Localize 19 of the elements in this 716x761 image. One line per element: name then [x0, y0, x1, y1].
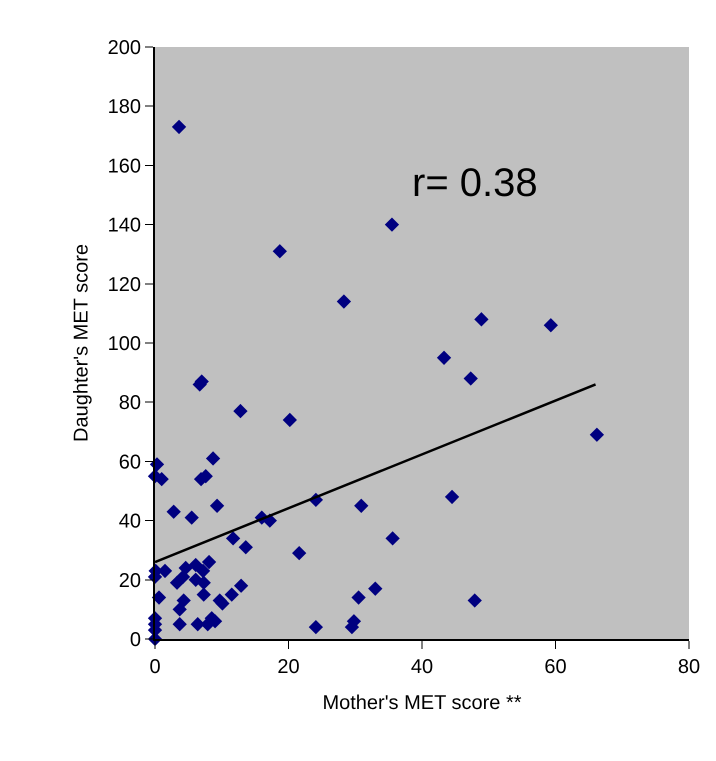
y-tick-label: 0 — [130, 629, 141, 651]
x-tick-label: 80 — [678, 656, 700, 678]
y-tick-label: 40 — [118, 510, 141, 533]
x-tick-label: 0 — [149, 656, 161, 678]
x-tick-label: 40 — [410, 656, 434, 678]
x-tick-label: 20 — [277, 656, 300, 678]
y-tick-label: 200 — [108, 37, 141, 59]
y-tick-label: 80 — [118, 392, 141, 414]
annotation: r= 0.38 — [412, 161, 538, 205]
y-tick-label: 60 — [118, 451, 141, 474]
x-tick-label: 60 — [544, 656, 567, 678]
y-tick-label: 100 — [108, 333, 141, 355]
y-tick-label: 180 — [108, 96, 141, 118]
x-axis-title: Mother's MET score ** — [322, 692, 522, 714]
y-tick-label: 20 — [118, 570, 141, 592]
y-tick-label: 140 — [108, 214, 141, 237]
y-tick-label: 120 — [108, 274, 141, 296]
y-axis-title: Daughter's MET score — [70, 244, 93, 442]
y-tick-label: 160 — [108, 155, 141, 178]
